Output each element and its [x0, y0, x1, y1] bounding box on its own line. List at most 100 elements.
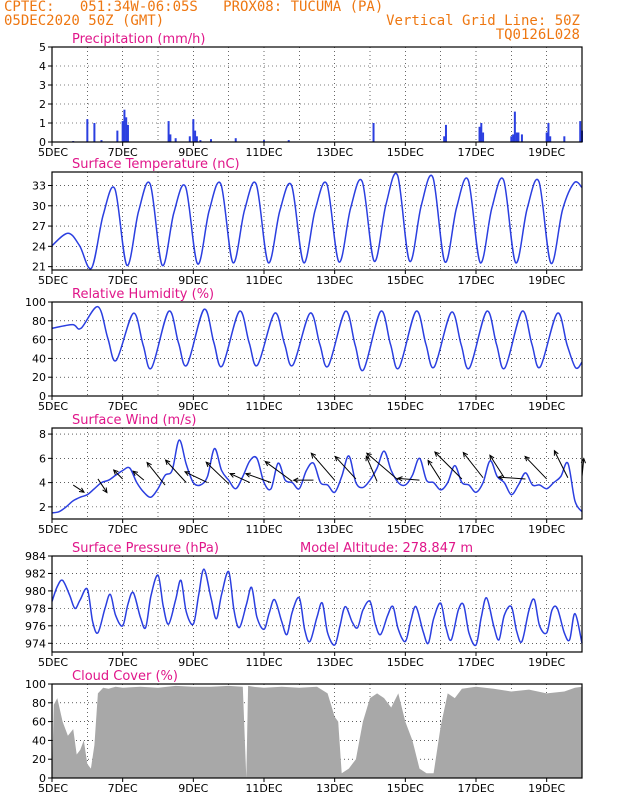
- temp-xtick-label: 17DEC: [457, 274, 494, 287]
- cloud-cover-area: [52, 685, 582, 778]
- precip-bar: [520, 134, 523, 142]
- wind-xtick-label: 7DEC: [108, 523, 138, 536]
- precip-bar: [263, 140, 265, 142]
- temp-ytick-label: 33: [32, 180, 46, 193]
- precip-title: Precipitation (mm/h): [72, 32, 205, 47]
- wind-xtick-label: 19DEC: [528, 523, 565, 536]
- wind-xtick-label: 17DEC: [457, 523, 494, 536]
- precip-bar: [482, 132, 485, 142]
- precip-xtick-label: 5DEC: [38, 146, 68, 159]
- wind-arrow: [113, 469, 124, 480]
- wind-arrow: [264, 461, 293, 482]
- rh-xtick-label: 7DEC: [108, 400, 138, 413]
- wind-arrow-head: [334, 455, 340, 462]
- wind-arrow-head: [365, 452, 372, 458]
- precip-bar: [515, 132, 518, 142]
- pressure-xtick-label: 19DEC: [528, 656, 565, 669]
- cloud-title: Cloud Cover (%): [72, 669, 178, 684]
- cloud-xtick-label: 5DEC: [38, 782, 68, 795]
- cloud-xtick-label: 9DEC: [178, 782, 208, 795]
- wind-arrow: [434, 451, 463, 480]
- precip-bar: [123, 109, 126, 142]
- rh-ytick-label: 0: [39, 390, 46, 403]
- temp-frame: [51, 171, 583, 271]
- temp-ytick-label: 24: [32, 240, 46, 253]
- wind-arrow: [489, 454, 505, 479]
- cloud-xtick-label: 15DEC: [387, 782, 424, 795]
- wind-arrow-head: [396, 476, 403, 482]
- wind-arrow: [498, 476, 526, 480]
- cloud-xtick-label: 7DEC: [108, 782, 138, 795]
- rh-xtick-label: 5DEC: [38, 400, 68, 413]
- cloud-xtick-label: 19DEC: [528, 782, 565, 795]
- wind-arrow-head: [434, 451, 440, 457]
- cloud-frame: [51, 683, 583, 779]
- precip-bar: [100, 140, 103, 142]
- temp-xtick-label: 13DEC: [316, 274, 353, 287]
- cloud-xtick-label: 11DEC: [245, 782, 282, 795]
- precip-bar: [169, 134, 172, 142]
- rh-xtick-label: 19DEC: [528, 400, 565, 413]
- pressure-ytick-label: 984: [25, 550, 46, 563]
- precip-bar: [517, 132, 520, 142]
- precip-bar: [192, 119, 195, 142]
- rh-xtick-label: 9DEC: [178, 400, 208, 413]
- precip-frame: [51, 46, 583, 143]
- precip-xtick-label: 15DEC: [387, 146, 424, 159]
- precip-xtick-label: 11DEC: [245, 146, 282, 159]
- pressure-series-line: [51, 568, 583, 647]
- wind-xtick-label: 15DEC: [387, 523, 424, 536]
- header-station-line: CPTEC: 051:34W-06:05S PROX08: TUCUMA (PA…: [4, 0, 384, 15]
- pressure-frame: [51, 555, 583, 653]
- precip-bar: [287, 140, 290, 142]
- wind-arrow: [245, 473, 272, 484]
- temp-title: Surface Temperature (nC): [72, 157, 240, 172]
- precip-bar: [510, 136, 513, 142]
- wind-title: Surface Wind (m/s): [72, 413, 196, 428]
- cloud-ytick-label: 60: [32, 716, 46, 729]
- wind-arrow: [365, 455, 378, 482]
- rh-ytick-label: 100: [25, 296, 46, 309]
- wind-arrow-head: [183, 471, 190, 477]
- precip-xtick-label: 17DEC: [457, 146, 494, 159]
- header-grid-line-note: Vertical Grid Line: 50Z: [386, 13, 580, 29]
- wind-arrow-head: [164, 459, 171, 466]
- precip-bar: [480, 123, 483, 142]
- pressure-model-altitude: Model Altitude: 278.847 m: [300, 541, 473, 556]
- precip-bar: [443, 136, 446, 142]
- temp-xtick-label: 15DEC: [387, 274, 424, 287]
- wind-arrow: [205, 461, 230, 485]
- pressure-xtick-label: 7DEC: [108, 656, 138, 669]
- precip-bar: [512, 134, 515, 142]
- precip-bar: [126, 124, 129, 142]
- temp-ytick-label: 30: [32, 200, 46, 213]
- wind-arrow-head: [427, 459, 433, 466]
- pressure-xtick-label: 15DEC: [387, 656, 424, 669]
- precip-bar: [549, 136, 552, 142]
- wind-arrow-head: [292, 477, 299, 483]
- pressure-xtick-label: 9DEC: [178, 656, 208, 669]
- precip-bar: [545, 132, 548, 142]
- wind-arrow-head: [78, 487, 85, 493]
- wind-frame: [51, 427, 583, 520]
- wind-arrow-head: [497, 474, 504, 481]
- wind-arrow: [184, 471, 208, 484]
- rh-xtick-label: 13DEC: [316, 400, 353, 413]
- precip-bar: [513, 111, 516, 142]
- precip-bar: [125, 117, 128, 142]
- precip-xtick-label: 9DEC: [178, 146, 208, 159]
- wind-arrow-head: [462, 451, 469, 458]
- precip-ytick-label: 3: [39, 79, 46, 92]
- precip-bar: [444, 124, 447, 142]
- pressure-xtick-label: 13DEC: [316, 656, 353, 669]
- temp-xtick-label: 9DEC: [178, 274, 208, 287]
- wind-arrow: [97, 478, 108, 493]
- wind-arrow: [334, 456, 357, 480]
- precip-ytick-label: 1: [39, 117, 46, 130]
- wind-ytick-label: 6: [39, 452, 46, 465]
- rh-ytick-label: 80: [32, 315, 46, 328]
- wind-arrow: [553, 450, 569, 478]
- pressure-title: Surface Pressure (hPa): [72, 541, 219, 556]
- temp-xtick-label: 19DEC: [528, 274, 565, 287]
- pressure-ytick-label: 978: [25, 602, 46, 615]
